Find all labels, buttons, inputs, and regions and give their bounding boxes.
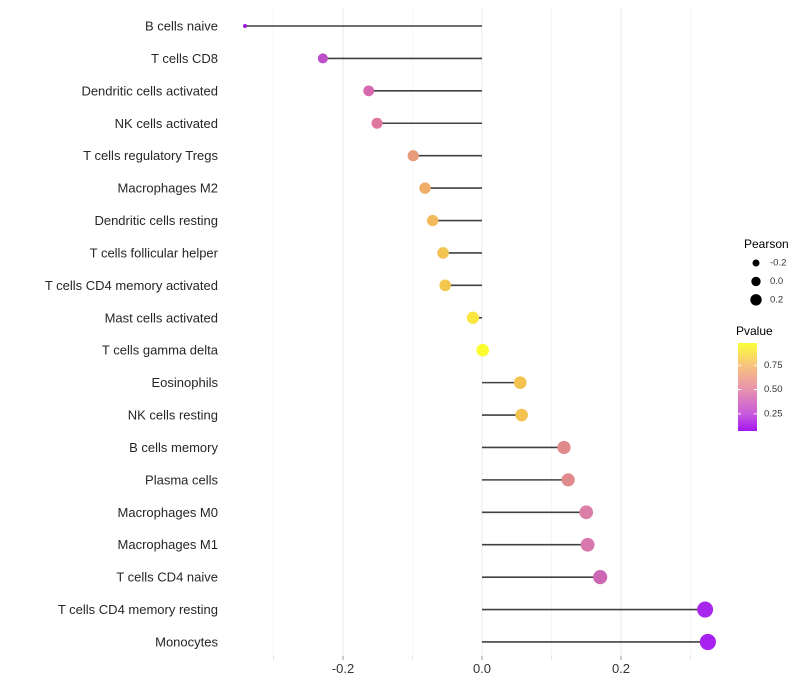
x-axis-tick-label: 0.0 — [473, 661, 491, 676]
legend-size-dot — [751, 276, 761, 287]
y-axis-label: NK cells activated — [115, 116, 218, 131]
legend-gradient-tick-label: 0.75 — [764, 360, 783, 371]
lollipop-dot — [407, 150, 419, 162]
lollipop-dot — [561, 473, 575, 487]
legend-pearson-title: Pearson — [744, 237, 789, 251]
y-axis-label: T cells CD4 naive — [116, 570, 218, 585]
y-axis-label: Macrophages M1 — [118, 537, 218, 552]
y-axis-label: NK cells resting — [128, 408, 218, 423]
y-axis-label: B cells memory — [129, 440, 218, 455]
legend-size-label: -0.2 — [770, 258, 786, 269]
lollipop-dot — [363, 85, 375, 97]
lollipop-dot — [419, 182, 431, 194]
y-axis-label: Dendritic cells activated — [81, 83, 218, 98]
lollipop-dot — [515, 408, 528, 422]
y-axis-label: Monocytes — [155, 634, 218, 649]
y-axis-label: Macrophages M0 — [118, 505, 218, 520]
x-axis-tick-label: -0.2 — [332, 661, 354, 676]
lollipop-dot — [371, 117, 383, 129]
lollipop-dot — [593, 570, 608, 585]
y-axis-label: B cells naive — [145, 19, 218, 34]
y-axis-label: Macrophages M2 — [118, 181, 218, 196]
y-axis-label: Eosinophils — [152, 375, 219, 390]
y-axis-layer: B cells naive T cells CD8 Dendritic cells … — [45, 19, 219, 650]
x-axis-layer: -0.2 0.0 0.2 — [273, 656, 691, 676]
legend-gradient-tick-label: 0.50 — [764, 384, 783, 395]
y-axis-label: T cells CD8 — [151, 51, 218, 66]
y-axis-label: T cells regulatory Tregs — [83, 148, 218, 163]
lollipop-dot — [557, 440, 571, 455]
legend-pvalue-title: Pvalue — [736, 324, 773, 338]
lollipop-dot — [243, 24, 248, 28]
lollipop-dot — [580, 537, 595, 552]
legend-layer: Pearson Pvalue -0.2 0.0 0.2 0.75 0.50 0.25 — [736, 237, 789, 431]
y-axis-label: T cells gamma delta — [102, 343, 219, 358]
legend-gradient-bar — [738, 343, 757, 431]
y-axis-label: Mast cells activated — [105, 310, 218, 325]
legend-size-label: 0.2 — [770, 294, 783, 305]
gridlines-layer — [273, 8, 691, 656]
lollipop-dot — [697, 601, 714, 618]
lollipop-dot — [699, 633, 716, 651]
lollipop-dot — [437, 247, 449, 259]
lollipop-dot — [466, 311, 480, 324]
legend-size-dot — [752, 259, 760, 267]
lollipop-dot — [513, 376, 527, 389]
legend-size-dot — [750, 294, 762, 306]
y-axis-label: T cells CD4 memory resting — [58, 602, 218, 617]
legend-gradient-ticks: 0.75 0.50 0.25 — [738, 360, 783, 419]
y-axis-label: Dendritic cells resting — [94, 213, 218, 228]
lollipop-dot — [426, 214, 439, 227]
y-axis-label: Plasma cells — [145, 472, 218, 487]
legend-size-items: -0.2 0.0 0.2 — [750, 258, 786, 306]
legend-gradient-tick-label: 0.25 — [764, 408, 783, 419]
stems-layer — [245, 25, 708, 643]
lollipop-dot — [317, 53, 328, 64]
lollipop-dot — [439, 279, 451, 292]
y-axis-label: T cells CD4 memory activated — [45, 278, 218, 293]
y-axis-label: T cells follicular helper — [90, 245, 219, 260]
lollipop-dot — [579, 505, 594, 520]
legend-size-label: 0.0 — [770, 276, 783, 287]
lollipop-dot — [476, 343, 489, 357]
dots-layer — [243, 24, 716, 651]
x-axis-tick-label: 0.2 — [612, 661, 630, 676]
